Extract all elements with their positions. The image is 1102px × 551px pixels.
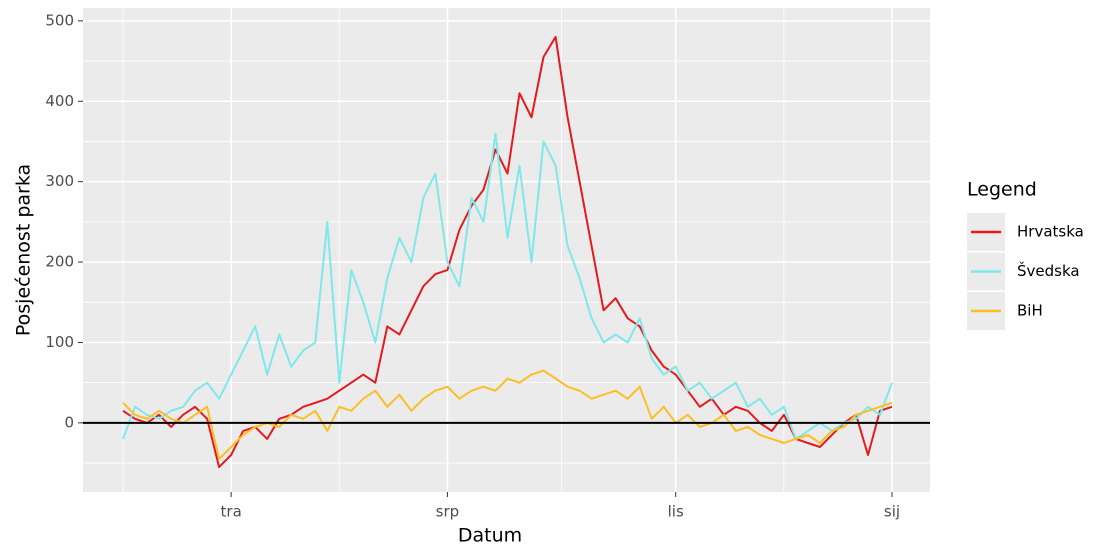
y-tick-label: 500: [45, 11, 74, 29]
x-tick-label: lis: [668, 503, 684, 521]
y-axis-title: Posjećenost parka: [13, 164, 35, 336]
series-line: [122, 132, 893, 440]
legend-label: BiH: [1017, 302, 1043, 320]
x-axis-title: Datum: [458, 525, 522, 547]
x-tick-label: tra: [221, 503, 242, 521]
panel: [83, 8, 930, 492]
x-tick-label: sij: [884, 503, 900, 521]
legend-label: Hrvatska: [1017, 223, 1084, 241]
y-tick-label: 400: [45, 92, 74, 110]
series-line: [122, 35, 893, 469]
legend-title: Legend: [967, 179, 1037, 201]
y-tick-label: 0: [64, 413, 74, 431]
x-tick-label: srp: [436, 503, 460, 521]
y-tick-label: 100: [45, 333, 74, 351]
y-tick-label: 300: [45, 172, 74, 190]
series-line: [122, 369, 893, 460]
y-tick-label: 200: [45, 253, 74, 271]
legend-label: Švedska: [1017, 261, 1080, 280]
